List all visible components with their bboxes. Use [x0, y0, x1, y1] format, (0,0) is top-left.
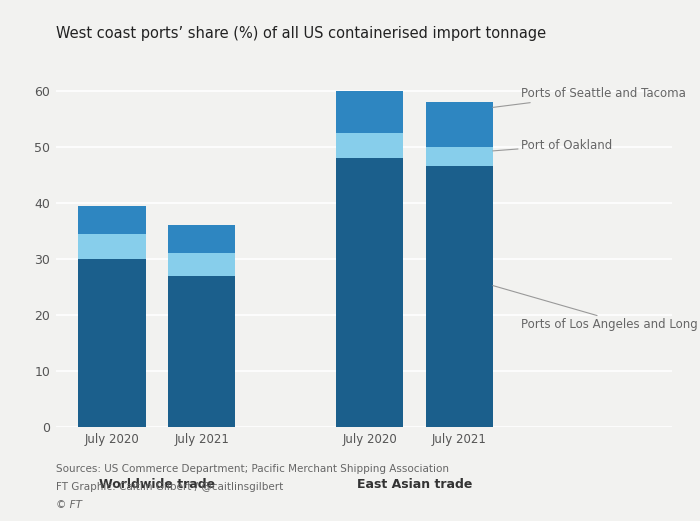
Text: West coast ports’ share (%) of all US containerised import tonnage: West coast ports’ share (%) of all US co… — [56, 26, 546, 41]
Bar — [168, 276, 235, 427]
Text: Ports of Los Angeles and Long Beach: Ports of Los Angeles and Long Beach — [493, 286, 700, 331]
Bar — [426, 166, 493, 427]
Text: East Asian trade: East Asian trade — [357, 478, 472, 491]
Bar — [78, 259, 146, 427]
Bar — [426, 147, 493, 166]
Bar — [78, 233, 146, 259]
Text: © FT: © FT — [56, 500, 82, 510]
Bar — [336, 133, 403, 158]
Bar — [168, 225, 235, 253]
Bar — [78, 206, 146, 233]
Bar — [336, 91, 403, 133]
Text: Sources: US Commerce Department; Pacific Merchant Shipping Association: Sources: US Commerce Department; Pacific… — [56, 464, 449, 474]
Text: Ports of Seattle and Tacoma: Ports of Seattle and Tacoma — [493, 87, 686, 107]
Text: Worldwide trade: Worldwide trade — [99, 478, 215, 491]
Bar — [168, 253, 235, 276]
Bar — [426, 102, 493, 147]
Text: FT Graphic: Caitlin Gilbert / @caitlinsgilbert: FT Graphic: Caitlin Gilbert / @caitlinsg… — [56, 482, 284, 492]
Text: Port of Oakland: Port of Oakland — [493, 139, 612, 152]
Bar — [336, 158, 403, 427]
